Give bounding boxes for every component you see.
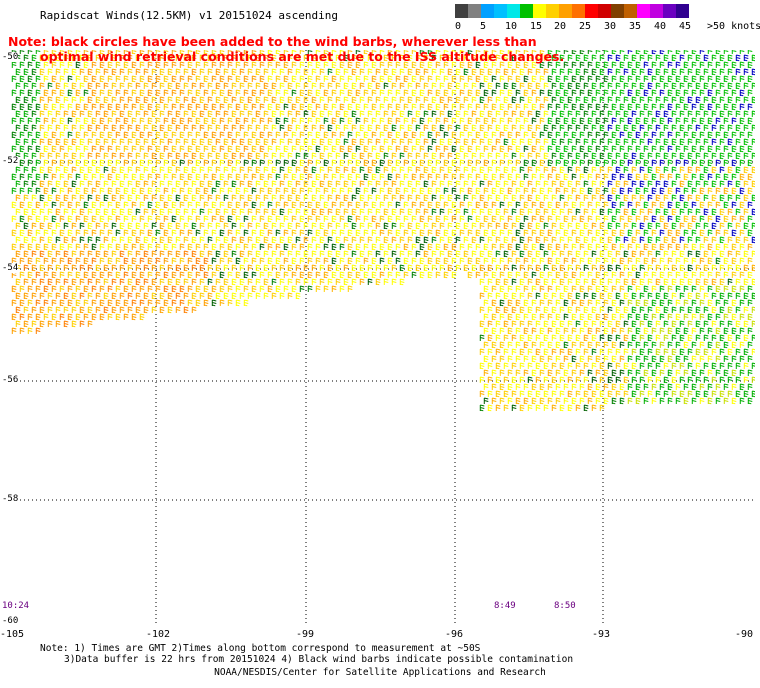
footnote-line-1: Note: 1) Times are GMT 2)Times along bot… [40, 643, 481, 654]
colorbar-swatch [455, 4, 468, 18]
map-canvas [8, 50, 755, 626]
lat-tick-label: -58 [2, 494, 19, 504]
wind-barb-group [607, 50, 755, 244]
lon-tick-label: -105 [0, 629, 25, 640]
colorbar-swatch [546, 4, 559, 18]
map-title: Rapidscat Winds(12.5KM) v1 20151024 asce… [40, 9, 339, 22]
wind-barb-map [8, 50, 755, 626]
colorbar-label: 45 [679, 21, 692, 32]
credit-line: NOAA/NESDIS/Center for Satellite Applica… [214, 667, 546, 678]
colorbar-label: 35 [629, 21, 642, 32]
colorbar-label: 15 [530, 21, 543, 32]
wind-barb-group [11, 50, 755, 412]
lat-tick-label: -52 [2, 156, 19, 166]
lon-tick-label: -90 [735, 629, 754, 640]
wind-barb-group [547, 50, 755, 244]
colorbar-label: 10 [505, 21, 518, 32]
lon-tick-label: -93 [592, 629, 611, 640]
colorbar-label: 30 [604, 21, 617, 32]
wind-barb-group [627, 285, 755, 405]
pass-time-label: 8:49 [494, 601, 516, 611]
colorbar-tick-labels: 0 5 10 15 20 25 30 35 40 45 >50 knots [450, 21, 760, 33]
colorbar-label: 25 [579, 21, 592, 32]
colorbar-swatch [481, 4, 494, 18]
lat-tick-label: -60 [2, 616, 19, 626]
colorbar-label: 5 [480, 21, 487, 32]
colorbar-swatch [611, 4, 624, 18]
colorbar-swatch [559, 4, 572, 18]
wind-barb-group [11, 50, 755, 412]
wind-barb-group [11, 50, 755, 405]
colorbar-swatch [533, 4, 546, 18]
wind-barb-group [23, 50, 733, 412]
wind-barbs [11, 50, 755, 412]
footnotes: Note: 1) Times are GMT 2)Times along bot… [40, 643, 573, 665]
pass-time-label: 8:50 [554, 601, 576, 611]
note-line-1: Note: black circles have been added to t… [8, 34, 537, 49]
colorbar-swatch [637, 4, 650, 18]
colorbar-swatch [520, 4, 533, 18]
lat-tick-label: -50 [2, 52, 19, 62]
wind-barb-group [15, 250, 209, 334]
colorbar-label: 20 [554, 21, 567, 32]
lat-tick-label: -54 [2, 263, 19, 273]
colorbar-swatch [585, 4, 598, 18]
colorbar-swatch [650, 4, 663, 18]
colorbar-label: 0 [455, 21, 462, 32]
colorbar-swatch [598, 4, 611, 18]
colorbar-swatch [507, 4, 520, 18]
wind-barb-group [11, 50, 269, 334]
wind-barb-group [11, 50, 721, 412]
lon-tick-label: -102 [146, 629, 171, 640]
colorbar-swatch [468, 4, 481, 18]
lon-tick-label: -96 [445, 629, 464, 640]
lat-tick-label: -56 [2, 375, 19, 385]
colorbar-swatch [572, 4, 585, 18]
colorbar-swatch [624, 4, 637, 18]
pass-time-label: 10:24 [2, 601, 30, 611]
altitude-note: Note: black circles have been added to t… [8, 34, 564, 64]
colorbar-label: >50 knots [707, 21, 760, 32]
colorbar-label: 40 [654, 21, 667, 32]
lon-tick-label: -99 [296, 629, 315, 640]
colorbar-swatch [676, 4, 689, 18]
wind-speed-colorbar [455, 4, 689, 18]
wind-barb-group [15, 50, 755, 411]
footnote-line-2: 3)Data buffer is 22 hrs from 20151024 4)… [64, 654, 574, 665]
note-line-2: optimal wind retrieval conditions are me… [40, 49, 565, 64]
colorbar-swatch [663, 4, 676, 18]
colorbar-swatch [494, 4, 507, 18]
